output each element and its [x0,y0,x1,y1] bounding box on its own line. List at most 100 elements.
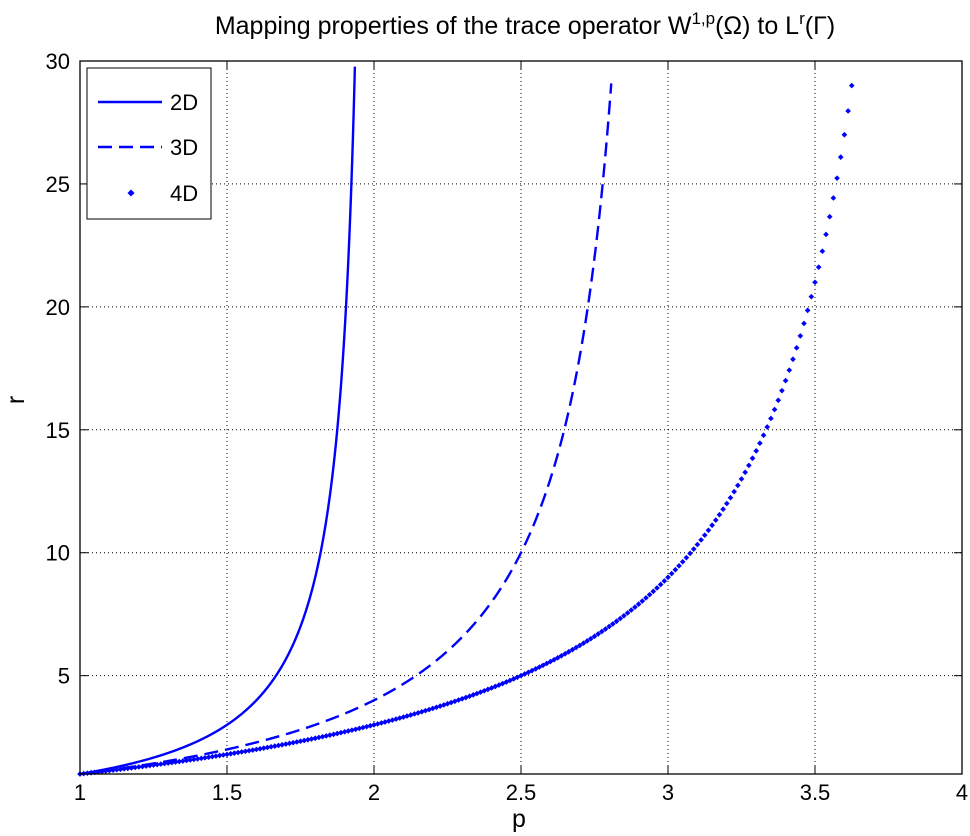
series-4D-point [161,760,168,767]
series-4D-point [124,765,131,772]
title-middle: (Ω) to L [715,12,799,40]
series-4D-point [260,745,267,751]
series-4D-point [617,615,624,622]
series-4D-point [268,743,274,750]
legend-box [86,67,212,220]
x-tick-label: 3.5 [800,780,831,805]
series-4D-point [117,766,124,773]
series-4D-point [231,750,238,756]
legend-label-3D: 3D [170,135,198,160]
series-4D-point [606,623,613,630]
axes-frame [79,60,963,775]
series-4D-point [213,753,219,759]
series-4D-point [242,748,249,755]
series-4D-point [830,195,837,201]
series-4D-point [779,387,785,394]
series-4D-point [169,759,175,766]
series-4D-point [275,742,282,749]
series-4D-point [334,730,341,737]
tick-labels: 1 1.5 2 2.5 3 3.5 4 5 10 15 20 25 30 [46,49,969,805]
series-4D-point [293,739,300,745]
series-4D-point [271,743,278,749]
series-4D-point [587,635,594,642]
legend-marker-4D [127,189,135,197]
series-4D-point [720,506,726,513]
series-4D-point [573,644,579,651]
series-4D-point [834,175,840,181]
series-4D-point [621,612,627,619]
series-4D-point [95,769,102,775]
series-4D-point [782,377,789,384]
series-4D-point [319,733,326,740]
series-4D-point [341,729,348,735]
series-4D-point [227,750,234,757]
series-4D-point [797,333,804,339]
series-4D-point [632,604,638,610]
series-4D-point [679,558,686,565]
series-4D-point [709,522,715,529]
series-4D-point [819,248,826,255]
series-4D-point [150,762,157,768]
series-4D-point [760,432,767,439]
series-4D-point [135,764,142,770]
legend-label-2D: 2D [170,90,198,115]
title-superscript-r: r [799,9,805,28]
series-4D-point [808,293,815,300]
series-4D-point [224,751,230,758]
series-4D-point [753,448,760,454]
series-4D-point [613,618,620,625]
series-4D-point [180,758,186,764]
y-tick-label: 25 [46,172,70,197]
series-4D-point [716,511,723,518]
series-4D-point [734,482,741,489]
chart-title: Mapping properties of the trace operator… [215,9,835,40]
series-4D-point [650,588,657,595]
series-4D-point [635,601,642,607]
series-4D-point [209,753,216,760]
series-4D-point [312,735,319,742]
series-4D-point [216,752,223,759]
series-4D-point [282,741,289,747]
series-4D-point [143,763,149,769]
series-4D-point [558,652,565,659]
series-4D-point [128,765,135,771]
series-4D-point [690,546,697,552]
x-tick-label: 1.5 [212,780,243,805]
series-4D-point [139,763,146,770]
x-tick-label: 2 [368,780,380,805]
series-4D-point [837,154,844,160]
series-4D-point [599,628,605,635]
series-4D-point [569,646,576,653]
series-4D-point [841,131,848,138]
series-4D-point [665,574,671,581]
y-tick-label: 5 [58,664,70,689]
series-4D-point [661,578,668,584]
series-4D-point [176,758,183,765]
series-4D-point [110,767,116,773]
series-4D-point [106,767,113,774]
series-4D-point [657,581,664,588]
y-axis-label: r [2,396,30,404]
series-4D-point [624,610,631,616]
series-4D-markers [77,82,855,777]
series-2D-line [79,66,357,776]
series-4D-point [338,729,344,736]
title-prefix: Mapping properties of the trace operator… [215,12,692,40]
y-tick-label: 30 [46,49,70,74]
x-tick-label: 3 [662,780,674,805]
series-4D-point [308,736,315,742]
series-4D-point [316,734,322,741]
series-4D-point [584,638,590,644]
series-4D-point [172,759,179,765]
series-4D-point [253,746,260,753]
series-4D-point [305,736,311,743]
series-4D-point [102,768,109,774]
x-tick-label: 1 [74,780,86,805]
series-4D-point [646,591,653,598]
series-4D-point [565,648,572,655]
series-4D-point [727,494,734,501]
title-superscript-1p: 1,p [691,9,715,28]
series-4D-point [327,732,333,738]
series-4D-point [198,755,205,762]
y-tick-label: 20 [46,295,70,320]
